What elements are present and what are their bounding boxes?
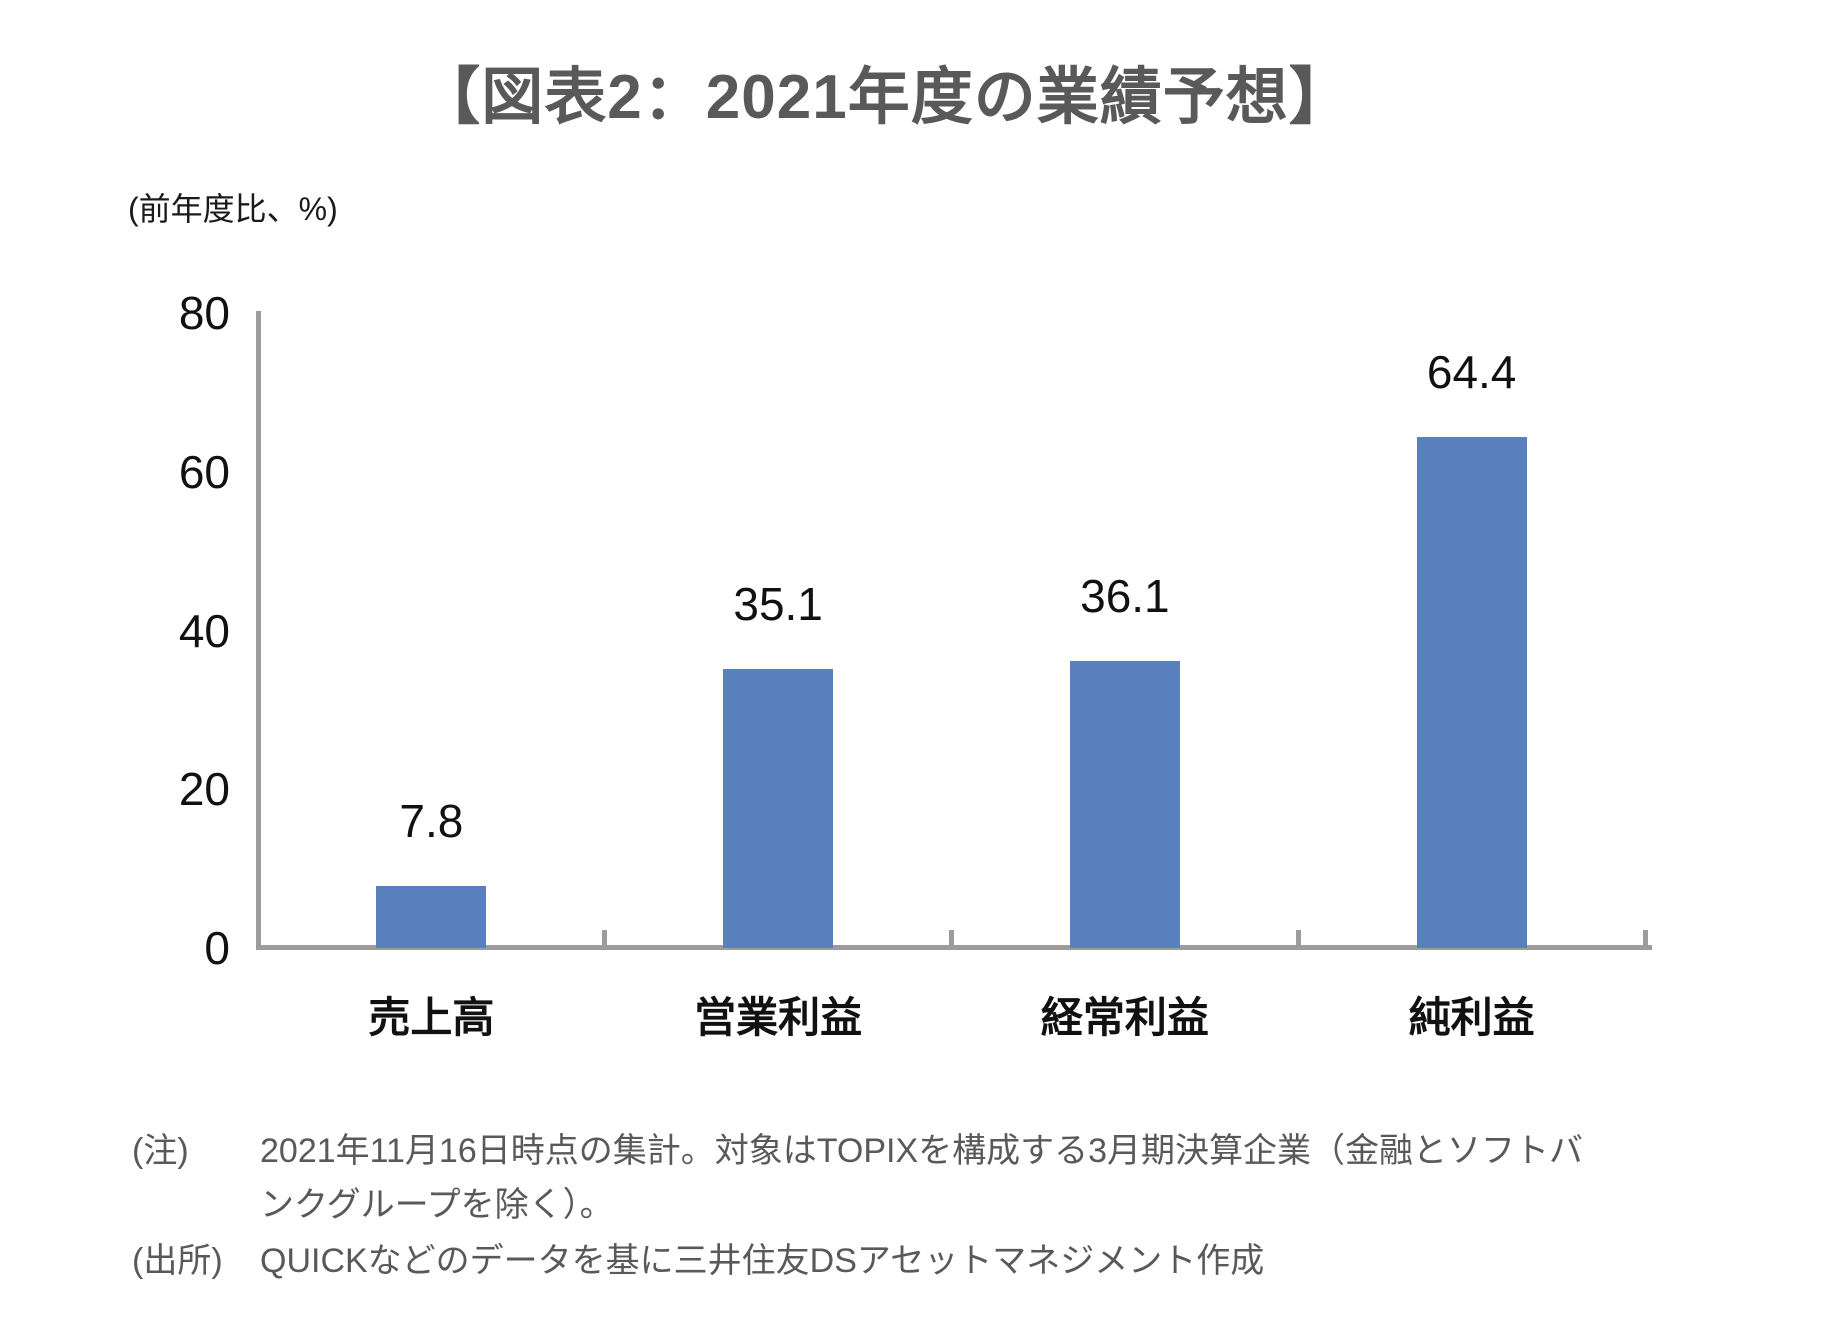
- bar: [376, 886, 487, 948]
- note-text: 2021年11月16日時点の集計。対象はTOPIXを構成する3月期決算企業（金融…: [260, 1132, 1584, 1224]
- notes-section: (注) 2021年11月16日時点の集計。対象はTOPIXを構成する3月期決算企…: [132, 1124, 1590, 1288]
- x-axis-tick: [949, 930, 954, 950]
- note-row: (出所) QUICKなどのデータを基に三井住友DSアセットマネジメント作成: [132, 1234, 1590, 1288]
- bar: [1416, 436, 1527, 948]
- x-axis-tick: [602, 930, 608, 950]
- y-axis-unit-label: (前年度比、%): [128, 191, 338, 227]
- y-tick-label: 0: [204, 922, 230, 974]
- bar-value-label: 35.1: [733, 578, 823, 631]
- note-row: (注) 2021年11月16日時点の集計。対象はTOPIXを構成する3月期決算企…: [132, 1124, 1590, 1232]
- x-axis-tick: [1642, 930, 1648, 950]
- source-text: QUICKなどのデータを基に三井住友DSアセットマネジメント作成: [260, 1242, 1265, 1280]
- bar: [1069, 661, 1180, 948]
- y-tick-label: 40: [178, 604, 230, 657]
- x-category-label: 営業利益: [694, 994, 863, 1041]
- bar-value-label: 64.4: [1426, 345, 1517, 398]
- x-category-label: 売上高: [368, 994, 495, 1041]
- y-tick-label: 60: [178, 445, 230, 498]
- x-axis-line: [256, 945, 1652, 950]
- source-label: (出所): [132, 1242, 223, 1280]
- y-tick-label: 20: [178, 763, 230, 816]
- bar-value-label: 36.1: [1080, 570, 1170, 623]
- bar: [723, 669, 834, 948]
- x-category-label: 純利益: [1408, 994, 1535, 1041]
- y-axis-line: [256, 311, 261, 950]
- bar-value-label: 7.8: [399, 795, 464, 848]
- chart-title: 【図表2：2021年度の業績予想】: [418, 63, 1352, 132]
- x-axis-tick: [1295, 930, 1301, 950]
- y-tick-label: 80: [178, 287, 230, 339]
- x-category-label: 経常利益: [1040, 994, 1209, 1041]
- note-label: (注): [132, 1132, 189, 1170]
